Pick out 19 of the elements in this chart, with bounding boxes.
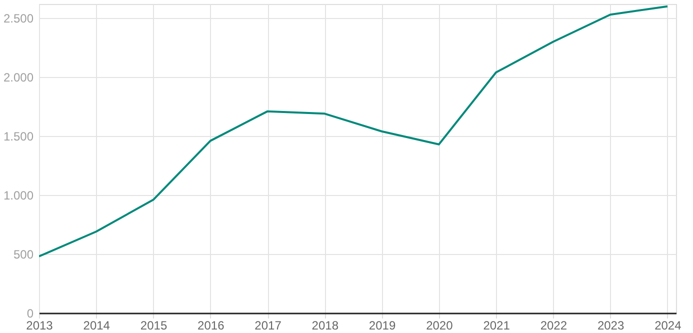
x-tick-label: 2024 <box>654 318 682 332</box>
y-tick-label: 1.500 <box>3 130 34 144</box>
x-tick-label: 2013 <box>26 318 54 332</box>
y-tick-label: 1.000 <box>3 188 34 203</box>
x-tick-label: 2017 <box>254 318 282 332</box>
x-tick-label: 2022 <box>540 318 568 332</box>
x-tick-label: 2019 <box>368 318 396 332</box>
line-series <box>39 5 668 258</box>
x-tick-label: 2016 <box>198 318 225 332</box>
y-tick-label: 0 <box>26 306 34 320</box>
x-tick-label: 2020 <box>426 318 454 332</box>
y-tick-label: 2.500 <box>3 12 34 26</box>
x-tick-label: 2018 <box>312 318 339 332</box>
x-tick-label: 2023 <box>597 318 624 332</box>
y-tick-label: 500 <box>13 248 34 262</box>
x-tick-label: 2015 <box>140 318 168 332</box>
x-tick-label: 2021 <box>483 318 510 332</box>
y-tick-label: 2.000 <box>3 70 34 85</box>
x-tick-label: 2014 <box>83 318 110 332</box>
